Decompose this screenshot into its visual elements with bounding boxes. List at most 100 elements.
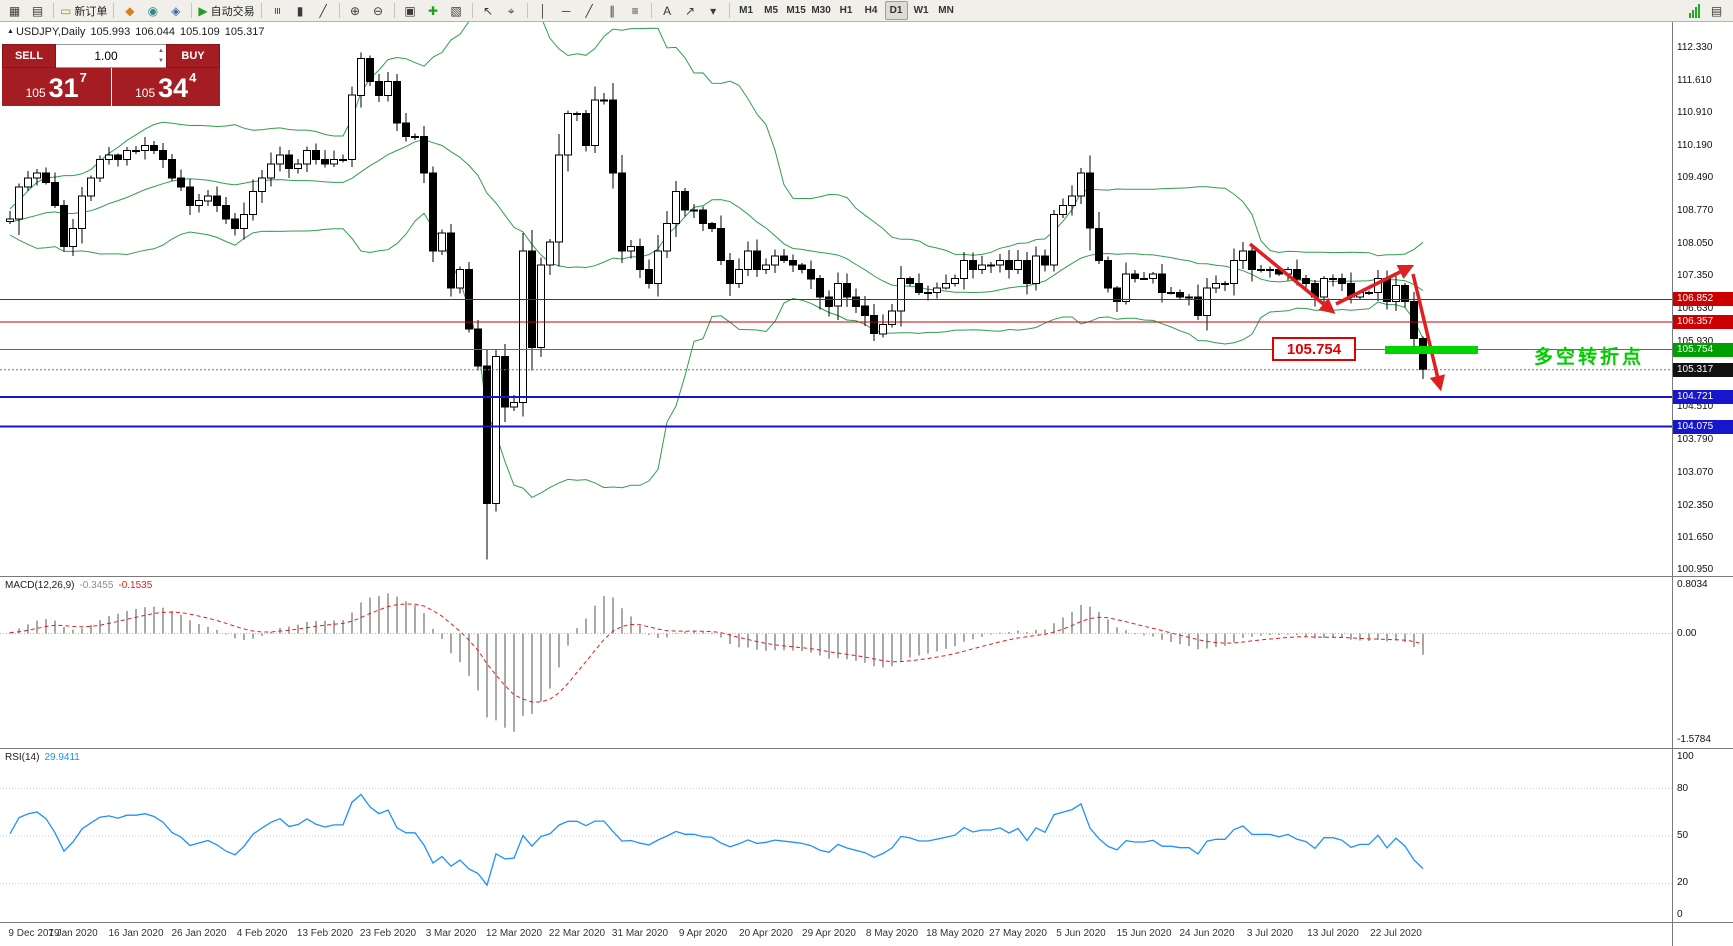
macd-label: MACD(12,26,9) -0.3455 -0.1535	[5, 580, 152, 591]
chart-title: ▲ USDJPY,Daily 105.993 106.044 105.109 105.31…	[7, 26, 265, 38]
candlestick-chart-button[interactable]: ▮	[290, 0, 311, 21]
price-tag: 106.852	[1673, 292, 1733, 307]
rsi-axis-value: 0	[1677, 909, 1683, 920]
cursor-button[interactable]: ↖	[478, 0, 499, 21]
fibonacci-icon: ≡	[631, 3, 639, 18]
sell-price-head: 105	[25, 86, 46, 100]
price-tag: 106.357	[1673, 314, 1733, 329]
time-axis[interactable]: 9 Dec 2019 7 Jan 2020 16 Jan 2020 26 Jan 20…	[0, 922, 1733, 946]
time-label: 7 Jan 2020	[48, 928, 98, 939]
toolbar-separator	[526, 3, 528, 18]
timeframe-m1[interactable]: M1	[739, 5, 754, 16]
rsi-axis[interactable]: 100 80 50 20 0	[1672, 749, 1733, 922]
rsi-panel: RSI(14) 29.9411 100 80 50 20 0	[0, 748, 1733, 922]
sell-button[interactable]: SELL	[2, 44, 56, 68]
text-icon: A	[663, 3, 672, 18]
timeframe-h4[interactable]: H4	[864, 5, 878, 16]
time-label: 31 Mar 2020	[611, 928, 669, 939]
rsi-axis-value: 80	[1677, 782, 1689, 794]
time-label: 13 Jul 2020	[1307, 928, 1359, 939]
timeframe-d1[interactable]: D1	[884, 1, 908, 20]
price-tick: 111.610	[1677, 75, 1712, 87]
zoom-out-button[interactable]: ⊖	[368, 0, 389, 21]
timeframe-w1[interactable]: W1	[913, 5, 929, 16]
buy-price-button[interactable]: 105 34 4	[111, 68, 220, 106]
volume-spinner[interactable]: ▲ ▼	[158, 46, 164, 66]
macd-axis[interactable]: 0.8034 0.00 -1.5784	[1672, 577, 1733, 748]
zoom-in-button[interactable]: ⊕	[345, 0, 366, 21]
open-value: 105.993	[90, 26, 131, 38]
signals-button[interactable]: ◉	[142, 0, 163, 21]
timeframe-mn[interactable]: MN	[938, 5, 954, 16]
vertical-line-button[interactable]: │	[533, 0, 554, 21]
trend-arrows[interactable]	[1248, 242, 1446, 392]
indicators-button[interactable]: ✚	[423, 0, 444, 21]
bollinger-upper-band[interactable]	[9, 22, 1424, 257]
trendline-button[interactable]: ╱	[579, 0, 600, 21]
bar-chart-button[interactable]: ≡	[267, 0, 288, 21]
connection-status-icon	[1689, 3, 1700, 18]
price-tick: 108.770	[1677, 205, 1714, 217]
macd-axis-value: -1.5784	[1677, 734, 1711, 745]
templates-icon: ▧	[450, 3, 462, 18]
bollinger-middle-band[interactable]	[9, 139, 1424, 294]
autotrade-button[interactable]: ▶ 自动交易	[197, 0, 255, 21]
vps-button[interactable]: ◈	[165, 0, 186, 21]
trendline-icon: ╱	[585, 3, 593, 18]
timeframe-m15[interactable]: M15	[786, 5, 806, 16]
sell-price-button[interactable]: 105 31 7	[2, 68, 111, 106]
price-tick: 112.330	[1677, 42, 1713, 53]
buy-button[interactable]: BUY	[166, 44, 220, 68]
tile-windows-button[interactable]: ▣	[400, 0, 421, 21]
horizontal-line-icon: ─	[561, 3, 571, 18]
vps-icon: ◈	[171, 3, 181, 18]
volume-input[interactable]	[56, 45, 166, 67]
line-chart-button[interactable]: ╱	[313, 0, 334, 21]
horizontal-line-button[interactable]: ─	[556, 0, 577, 21]
symbol-period-label: USDJPY,Daily	[15, 26, 86, 38]
rsi-axis-value: 20	[1677, 877, 1689, 889]
time-label: 23 Feb 2020	[359, 928, 417, 939]
price-tag: 104.721	[1673, 390, 1733, 405]
turning-point-label[interactable]: 多空转折点	[1534, 347, 1645, 368]
shapes-dropdown-button[interactable]: ▾	[703, 0, 724, 21]
price-chart-panel: ▲ USDJPY,Daily 105.993 106.044 105.109 105.31…	[0, 22, 1733, 576]
channel-button[interactable]: ∥	[602, 0, 623, 21]
templates-button[interactable]: ▧	[446, 0, 467, 21]
profiles-button[interactable]: ▤	[27, 0, 48, 21]
timeframe-m30[interactable]: M30	[811, 5, 831, 16]
toolbar-separator	[53, 3, 54, 18]
price-tag: 105.754	[1673, 342, 1733, 357]
text-button[interactable]: A	[657, 0, 678, 21]
price-tick: 100.950	[1677, 564, 1714, 575]
price-callout[interactable]: 105.754	[1272, 337, 1356, 361]
rsi-canvas[interactable]	[0, 749, 1672, 922]
macd-canvas[interactable]	[0, 577, 1672, 748]
price-axis[interactable]: 112.330 111.610 110.910 110.190 109.490 108.7…	[1672, 22, 1733, 576]
zoom-out-icon: ⊖	[373, 3, 384, 18]
new-order-button[interactable]: ▭ 新订单	[59, 0, 108, 21]
new-chart-button[interactable]: ▦	[4, 0, 25, 21]
price-chart-canvas[interactable]	[0, 22, 1672, 576]
timeframe-m5[interactable]: M5	[764, 5, 779, 16]
price-tick: 108.050	[1677, 238, 1714, 250]
price-tick: 101.650	[1677, 531, 1714, 543]
market-icon: ◆	[125, 3, 135, 18]
time-label: 9 Apr 2020	[678, 928, 728, 939]
arrows-button[interactable]: ↗	[680, 0, 701, 21]
time-label: 15 Jun 2020	[1116, 928, 1172, 939]
spin-down-icon[interactable]: ▼	[158, 58, 164, 64]
spin-up-icon[interactable]: ▲	[158, 48, 164, 54]
sell-price-sup: 7	[79, 70, 87, 85]
shapes-dropdown-icon: ▾	[710, 3, 717, 18]
crosshair-button[interactable]: ⌖	[501, 0, 522, 21]
timeframe-h1[interactable]: H1	[839, 5, 853, 16]
fibonacci-button[interactable]: ≡	[625, 0, 646, 21]
toolbar-buttons: ▦ ▤ ▭ 新订单 ◆ ◉ ◈ ▶ 自动交易 ≡ ▮ ╱ ⊕ ⊖ ▣ ✚ ▧ ↖ ⌖ │ ─ ╱ ∥ ≡ A ↗ ▾ M1 M5 M15 M…	[3, 0, 1689, 21]
toolbar-separator	[113, 3, 115, 18]
bollinger-lower-band[interactable]	[9, 212, 1424, 499]
market-button[interactable]: ◆	[119, 0, 140, 21]
toolbar-separator	[728, 3, 730, 18]
time-label: 20 Apr 2020	[739, 928, 793, 939]
support-highlight-bar[interactable]	[1385, 346, 1478, 354]
